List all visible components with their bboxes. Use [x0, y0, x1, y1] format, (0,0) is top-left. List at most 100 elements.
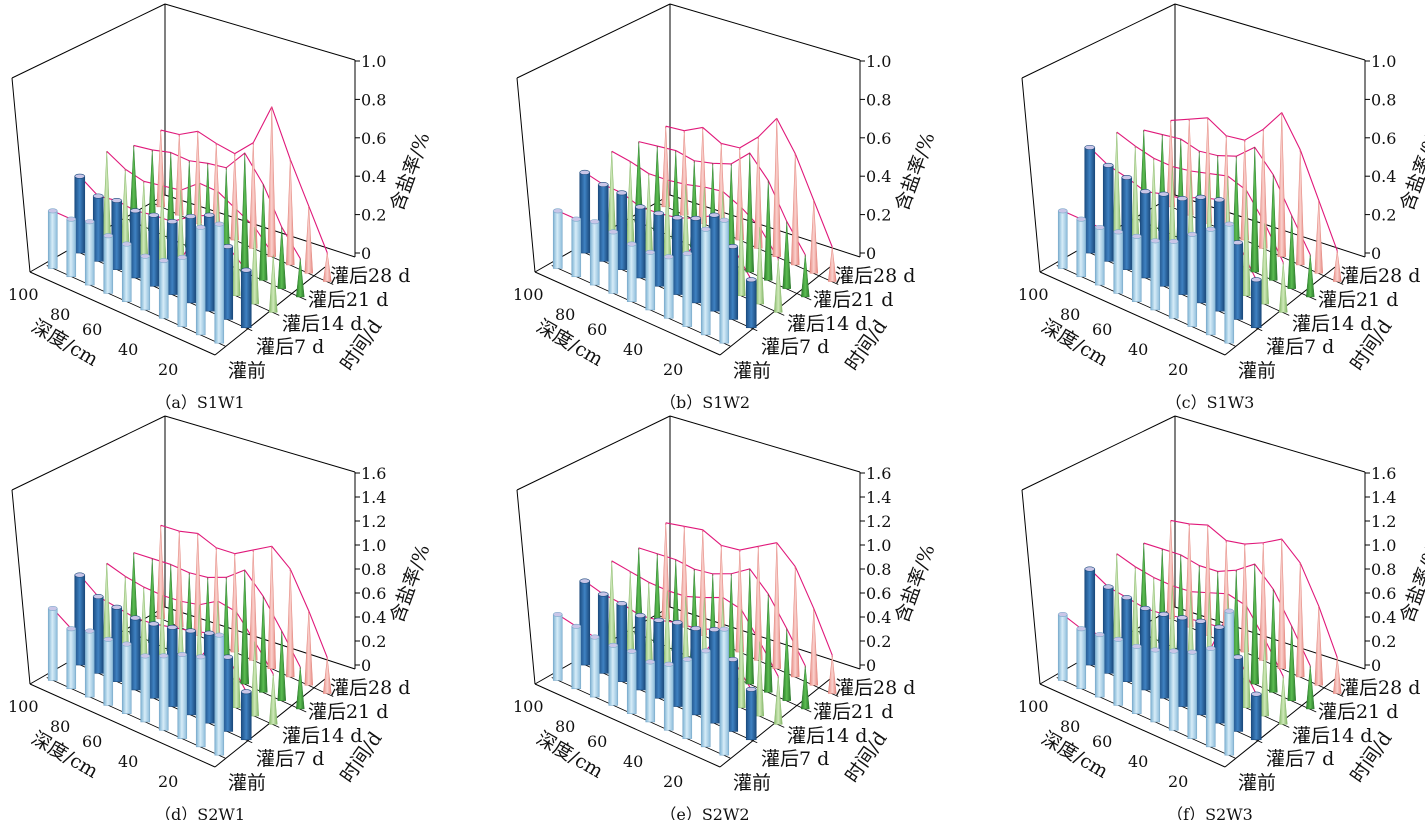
bar-series-0	[158, 260, 169, 319]
bar-series-2	[250, 641, 260, 717]
bar-series-0	[571, 218, 582, 278]
envelope-line-4	[665, 117, 833, 248]
bar-series-4	[772, 542, 782, 669]
bar-series-0	[1205, 228, 1216, 336]
z-axis-label: 含盐率/%	[1396, 542, 1425, 626]
bar-top-cap	[1131, 233, 1142, 239]
bar-series-3	[1305, 254, 1315, 298]
axis-wall-top	[1021, 3, 1176, 79]
chart-panel: 0 0.2 0.4 0.6 0.8 1.0 1.2 1.4 1.6 含盐率/% 100 80 60 40 2…	[8, 415, 435, 820]
z-tick-label: 0	[361, 656, 371, 675]
panel-caption: （a）S1W1	[155, 393, 244, 412]
bar-top-cap	[719, 217, 730, 223]
bar-top-cap	[140, 653, 151, 659]
envelope-line-4	[665, 522, 833, 656]
bar-series-3	[1305, 665, 1315, 710]
z-tick-label: 1.6	[361, 464, 386, 483]
bar-series-3	[240, 570, 250, 685]
bar-series-2	[644, 173, 654, 255]
z-tick-label: 0.2	[866, 632, 891, 651]
bar-series-3	[800, 254, 810, 298]
bar-series-4	[285, 568, 295, 678]
bar-series-1	[708, 214, 720, 312]
axis-wall-left	[1021, 77, 1041, 273]
bar-top-cap	[1094, 224, 1105, 230]
envelope-line-4	[160, 106, 328, 253]
bar-series-0	[1113, 231, 1124, 294]
bar-top-cap	[103, 233, 114, 239]
z-tick-label: 0.8	[1371, 560, 1396, 579]
bar-top-cap	[166, 219, 178, 225]
bar-series-1	[745, 279, 757, 329]
time-tick-label: 灌后7 d	[761, 748, 829, 770]
bar-series-4	[267, 106, 277, 257]
bar-series-4	[1258, 542, 1268, 661]
bar-series-4	[1295, 562, 1305, 678]
bar-top-cap	[663, 661, 674, 667]
bar-series-1	[1139, 608, 1151, 691]
bar-series-1	[166, 627, 178, 707]
bar-top-cap	[47, 605, 58, 611]
bar-series-1	[690, 628, 702, 716]
bar-series-4	[679, 526, 689, 628]
bar-series-2	[1112, 132, 1122, 238]
bar-top-cap	[1158, 191, 1170, 197]
depth-tick-label: 40	[623, 340, 643, 359]
bar-top-cap	[195, 224, 206, 230]
bar-series-1	[1158, 613, 1170, 699]
bar-top-cap	[1205, 226, 1216, 232]
depth-tick-label: 40	[118, 752, 138, 771]
bar-series-1	[579, 172, 591, 254]
bar-top-cap	[1076, 216, 1087, 222]
bar-series-2	[607, 560, 617, 650]
axis-wall-top-right	[1174, 415, 1366, 473]
depth-tick-label: 20	[663, 772, 683, 791]
bar-series-0	[1187, 651, 1198, 739]
bar-series-2	[1278, 676, 1288, 725]
bar-series-0	[645, 252, 656, 311]
bar-top-cap	[47, 208, 58, 214]
z-tick-label: 1.0	[866, 536, 891, 555]
time-tick-label: 灌前	[1238, 360, 1276, 382]
bar-series-1	[727, 659, 739, 732]
z-axis-label: 含盐率/%	[386, 542, 435, 626]
bar-top-cap	[745, 686, 757, 692]
z-tick-label: 1.4	[1371, 488, 1396, 507]
z-tick-label: 0.6	[361, 584, 386, 603]
bar-series-1	[1250, 279, 1262, 329]
bar-top-cap	[148, 212, 160, 218]
bar-series-1	[1176, 198, 1188, 295]
bar-series-0	[663, 663, 674, 731]
depth-tick-label: 20	[663, 360, 683, 379]
bar-series-2	[773, 258, 783, 313]
bar-top-cap	[634, 613, 646, 619]
bar-top-cap	[626, 648, 637, 654]
bar-series-3	[240, 153, 250, 273]
envelope-line-4	[1170, 519, 1338, 658]
bar-top-cap	[1176, 196, 1188, 202]
bar-top-cap	[727, 243, 739, 249]
bar-top-cap	[552, 611, 563, 617]
bar-series-1	[653, 619, 665, 699]
bar-series-4	[193, 533, 203, 636]
bar-top-cap	[616, 601, 628, 607]
bar-top-cap	[1121, 174, 1133, 180]
bar-top-cap	[1224, 221, 1235, 227]
bar-series-3	[258, 596, 268, 693]
bar-series-0	[1150, 240, 1161, 311]
bar-series-3	[1287, 215, 1297, 289]
bar-series-0	[700, 228, 711, 336]
time-tick-label: 灌后28 d	[835, 677, 915, 699]
bar-series-3	[1287, 626, 1297, 701]
depth-tick-label: 60	[587, 732, 607, 751]
time-tick-label: 灌后28 d	[1340, 677, 1420, 699]
axis-wall-top	[11, 3, 166, 79]
bar-top-cap	[84, 219, 95, 225]
bar-series-0	[140, 255, 151, 311]
bar-top-cap	[719, 626, 730, 632]
z-tick-label: 0	[866, 244, 876, 263]
z-tick-label: 0	[1371, 656, 1381, 675]
bar-series-2	[1130, 146, 1140, 247]
bar-top-cap	[1139, 605, 1151, 611]
